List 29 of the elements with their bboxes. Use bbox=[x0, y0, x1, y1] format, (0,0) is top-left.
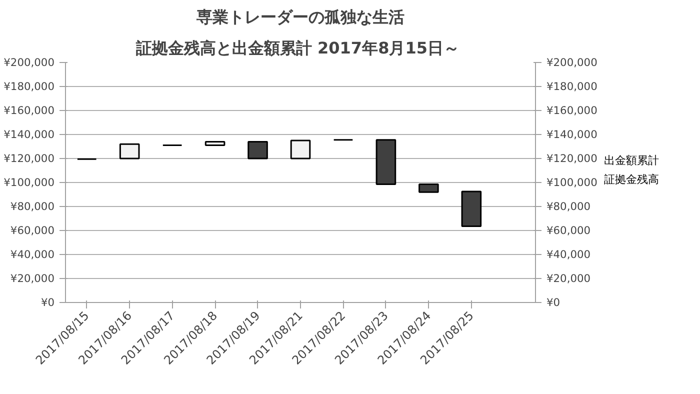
y2-tick-label: ¥200,000 bbox=[546, 56, 598, 69]
y-tick-label: ¥80,000 bbox=[10, 200, 55, 213]
y2-tick-label: ¥40,000 bbox=[546, 248, 591, 261]
y-tick-label: ¥200,000 bbox=[4, 56, 55, 69]
text: 証拠金残高 bbox=[604, 172, 659, 188]
y-tick-label: ¥40,000 bbox=[10, 248, 55, 261]
chart-title: 専業トレーダーの孤独な生活 bbox=[196, 8, 404, 26]
y-tick-label: ¥160,000 bbox=[4, 104, 55, 117]
candlestick bbox=[290, 140, 311, 160]
y2-tick-label: ¥120,000 bbox=[546, 152, 598, 165]
y2-tick-label: ¥20,000 bbox=[546, 272, 591, 285]
y2-tick-label: ¥0 bbox=[546, 296, 560, 309]
y2-tick-label: ¥60,000 bbox=[546, 224, 591, 237]
y2-tick-label: ¥140,000 bbox=[546, 128, 598, 141]
y-tick-label: ¥100,000 bbox=[4, 176, 55, 189]
text: 出金額累計 bbox=[604, 153, 659, 169]
y2-tick-label: ¥180,000 bbox=[546, 80, 598, 93]
y-tick-label: ¥180,000 bbox=[4, 80, 55, 93]
y2-tick-label: ¥100,000 bbox=[546, 176, 598, 189]
y-tick-label: ¥0 bbox=[40, 296, 55, 309]
y2-tick-label: ¥160,000 bbox=[546, 104, 598, 117]
candlestick bbox=[248, 140, 268, 160]
chart-subtitle: 証拠金残高と出金額累計 2017年8月15日～ bbox=[134, 38, 460, 58]
y-tick-label: ¥140,000 bbox=[4, 128, 55, 141]
y2-tick-label: ¥80,000 bbox=[546, 200, 591, 213]
y-tick-label: ¥60,000 bbox=[10, 224, 55, 237]
y-tick-label: ¥20,000 bbox=[10, 272, 55, 285]
y-tick-label: ¥120,000 bbox=[4, 152, 55, 165]
candlestick bbox=[119, 143, 140, 160]
